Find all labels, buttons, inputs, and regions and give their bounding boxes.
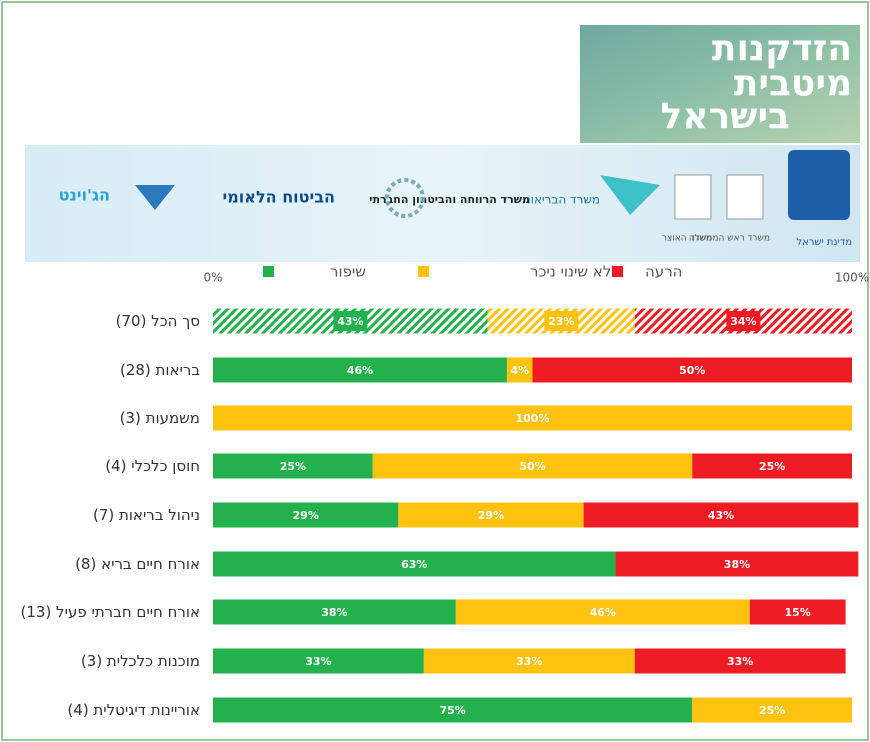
data-label: 25% [280,460,306,473]
bar-segment [455,599,750,625]
banner-title: בישראל [660,96,790,137]
banner-title: הזדקנות [712,28,852,69]
logo-text: מדינת ישראל [796,237,852,248]
data-label: 43% [337,315,363,328]
bar-segment [423,648,635,674]
category-label: ניהול בריאות (7) [92,506,200,524]
bar-segment [213,599,456,625]
category-label: אורח חיים חברתי פעיל (13) [20,603,200,621]
data-label: 75% [439,704,465,717]
label-box [333,311,368,331]
logo-text: משרד הבריאות [523,193,600,207]
data-label: 50% [679,364,705,377]
logo-strip [25,145,860,262]
logo-text: הביטוח הלאומי [223,188,335,207]
bar-segment [583,502,859,528]
category-label: חוסן כלכלי (4) [105,457,200,475]
logo-icon [385,178,425,218]
data-label: 100% [516,412,550,425]
bar-segment [213,357,507,383]
data-label: 38% [724,558,750,571]
bar-segment [749,599,846,625]
data-label: 46% [347,364,373,377]
bar-segment [213,405,852,431]
data-label: 33% [516,655,542,668]
bar-segment [634,648,846,674]
logo-text: משרד הרווחה והביטחון החברתי [369,193,530,206]
data-label: 4% [510,364,529,377]
category-label: משמעות (3) [119,409,200,427]
bar-segment [213,697,693,723]
data-label: 43% [708,509,734,522]
x-tick-label: 100% [835,271,869,285]
data-label: 63% [401,558,427,571]
category-label: בריאות (28) [119,361,200,379]
label-box [726,311,761,331]
bar-segment [213,502,399,528]
logo-text: משרד האוצר [662,234,712,244]
x-tick-label: 0% [203,271,222,285]
logo-icon [788,150,850,220]
bar-segment [615,551,859,577]
logo-text: הג'וינט [59,186,110,205]
data-label: 50% [519,460,545,473]
bar-segment [506,357,533,383]
bar-segment [692,453,852,479]
bar-segment [372,453,693,479]
data-label: 34% [730,315,756,328]
legend-label: שיפור [330,263,366,281]
legend-swatch [612,266,623,277]
bar-segment [213,453,373,479]
logo-icon [674,174,712,220]
category-label: אוריינות דיגיטלית (4) [67,701,200,719]
legend-label: הרעה [645,263,682,281]
data-label: 46% [590,606,616,619]
data-label: 29% [478,509,504,522]
bar-segment [213,648,424,674]
label-box [544,311,579,331]
banner [580,25,860,143]
data-label: 29% [292,509,318,522]
data-label: 15% [785,606,811,619]
logo-icon [600,175,660,215]
data-label: 33% [305,655,331,668]
data-label: 23% [548,315,574,328]
bar-segment [532,357,852,383]
logo-icon [726,174,764,220]
data-label: 38% [321,606,347,619]
bar-segment [398,502,584,528]
bar-segment [213,551,616,577]
category-label: סך הכל (70) [115,312,200,330]
logo-text: משרד ראש הממשלה [689,234,770,244]
data-label: 33% [727,655,753,668]
banner-title: מיטבית [734,63,852,104]
logo-icon [135,185,175,210]
data-label: 25% [759,704,785,717]
bar-segment [692,697,852,723]
legend-swatch [263,266,274,277]
legend-swatch [418,266,429,277]
category-label: מוכנות כלכלית (3) [80,652,200,670]
data-label: 25% [759,460,785,473]
legend-label: ללא שינוי ניכר [530,263,620,281]
category-label: אורח חיים בריא (8) [75,555,200,573]
